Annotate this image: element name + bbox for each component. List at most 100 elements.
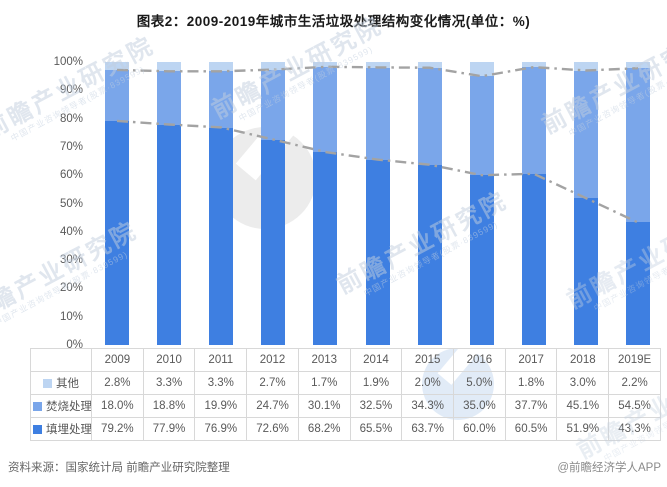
value-cell: 2.2% <box>608 371 661 395</box>
bar-segment-landfill <box>521 173 546 345</box>
legend-label: 焚烧处理 <box>46 401 92 413</box>
legend-cell: 填埋处理 <box>30 417 92 441</box>
table-row: 其他 2.8% 3.3% 3.3% 2.7% 1.7% 1.9% 2.0% 5.0% 1.8% 3.… <box>30 371 661 395</box>
bar-segment-other <box>157 62 182 72</box>
bar-column-2011 <box>209 62 234 345</box>
value-cell: 1.7% <box>297 371 351 395</box>
bar-segment-other <box>313 62 338 67</box>
value-cell: 77.9% <box>142 417 196 441</box>
bar-segment-incineration <box>365 67 390 160</box>
bar-segment-landfill <box>105 120 130 345</box>
year-header-cell: 2010 <box>142 348 196 372</box>
bar-segment-incineration <box>313 66 338 152</box>
legend-label: 填埋处理 <box>46 424 92 436</box>
bar-segment-landfill <box>157 124 182 345</box>
bar-column-2009 <box>105 62 130 345</box>
bar-segment-incineration <box>469 76 494 176</box>
bar-segment-other <box>521 62 546 68</box>
bar-segment-landfill <box>261 139 286 345</box>
bar-column-2015 <box>417 62 442 345</box>
value-cell: 2.8% <box>91 371 144 395</box>
y-tick-label: 40% <box>59 225 83 238</box>
value-cell: 51.9% <box>556 417 610 441</box>
table-corner-cell <box>30 348 92 372</box>
bar-segment-other <box>209 62 234 72</box>
value-cell: 60.0% <box>453 417 506 441</box>
value-cell: 32.5% <box>349 394 403 418</box>
y-tick-label: 20% <box>59 282 83 295</box>
legend-cell: 焚烧处理 <box>30 394 92 418</box>
y-tick-label: 60% <box>59 169 83 182</box>
bar-segment-landfill <box>313 152 338 345</box>
bar-segment-landfill <box>469 175 494 345</box>
year-header-cell: 2019E <box>608 348 661 372</box>
bar-segment-landfill <box>365 159 390 345</box>
data-table: 2009 2010 2011 2012 2013 2014 2015 2016 2017 2018… <box>30 348 661 441</box>
value-cell: 2.0% <box>401 371 455 395</box>
value-cell: 72.6% <box>246 417 299 441</box>
value-cell: 54.5% <box>608 394 661 418</box>
bar-column-2012 <box>261 62 286 345</box>
bar-segment-incineration <box>573 70 598 199</box>
value-cell: 35.0% <box>453 394 506 418</box>
chart-title: 图表2：2009-2019年城市生活垃圾处理结构变化情况(单位：%) <box>136 14 531 29</box>
year-header-cell: 2014 <box>349 348 403 372</box>
value-cell: 3.3% <box>142 371 196 395</box>
y-tick-label: 50% <box>59 197 83 210</box>
bar-column-2013 <box>313 62 338 345</box>
value-cell: 3.3% <box>194 371 248 395</box>
credit-text: @前瞻经济学人APP <box>557 462 661 474</box>
value-cell: 5.0% <box>453 371 506 395</box>
value-cell: 1.9% <box>349 371 403 395</box>
year-header-cell: 2009 <box>91 348 144 372</box>
bar-segment-landfill <box>209 127 234 345</box>
bar-segment-landfill <box>417 164 442 345</box>
year-header-cell: 2018 <box>556 348 610 372</box>
legend-cell: 其他 <box>30 371 92 395</box>
bar-column-2017 <box>521 62 546 345</box>
bar-column-2014 <box>365 62 390 345</box>
value-cell: 1.8% <box>504 371 558 395</box>
legend-swatch-other <box>43 379 52 388</box>
bar-segment-incineration <box>521 67 546 174</box>
value-cell: 18.8% <box>142 394 196 418</box>
value-cell: 37.7% <box>504 394 558 418</box>
bar-segment-other <box>625 62 650 69</box>
table-row: 填埋处理 79.2% 77.9% 76.9% 72.6% 68.2% 65.5% 63.7% 6… <box>30 417 661 441</box>
bar-segment-other <box>469 62 494 77</box>
bar-segment-other <box>365 62 390 68</box>
value-cell: 63.7% <box>401 417 455 441</box>
legend-swatch-landfill <box>33 425 42 434</box>
year-header-cell: 2015 <box>401 348 455 372</box>
value-cell: 18.0% <box>91 394 144 418</box>
bar-segment-landfill <box>625 222 650 345</box>
y-tick-label: 100% <box>53 56 83 68</box>
value-cell: 76.9% <box>194 417 248 441</box>
value-cell: 68.2% <box>297 417 351 441</box>
legend-label: 其他 <box>56 378 79 390</box>
year-header-cell: 2016 <box>453 348 506 372</box>
value-cell: 19.9% <box>194 394 248 418</box>
source-text: 资料来源：国家统计局 前瞻产业研究院整理 <box>8 462 230 474</box>
y-tick-label: 90% <box>59 84 83 97</box>
bar-segment-incineration <box>157 71 182 125</box>
bar-segment-landfill <box>573 198 598 345</box>
value-cell: 2.7% <box>246 371 299 395</box>
value-cell: 79.2% <box>91 417 144 441</box>
bar-column-2019E <box>625 62 650 345</box>
y-tick-label: 70% <box>59 140 83 153</box>
bar-column-2018 <box>573 62 598 345</box>
value-cell: 3.0% <box>556 371 610 395</box>
bar-segment-other <box>573 62 598 71</box>
value-cell: 43.3% <box>608 417 661 441</box>
bar-segment-incineration <box>261 69 286 140</box>
y-tick-label: 10% <box>59 310 83 323</box>
bar-segment-incineration <box>105 69 130 121</box>
value-cell: 45.1% <box>556 394 610 418</box>
legend-swatch-incineration <box>33 402 42 411</box>
plot-area <box>91 62 664 345</box>
bar-column-2010 <box>157 62 182 345</box>
bar-column-2016 <box>469 62 494 345</box>
year-header-cell: 2011 <box>194 348 248 372</box>
